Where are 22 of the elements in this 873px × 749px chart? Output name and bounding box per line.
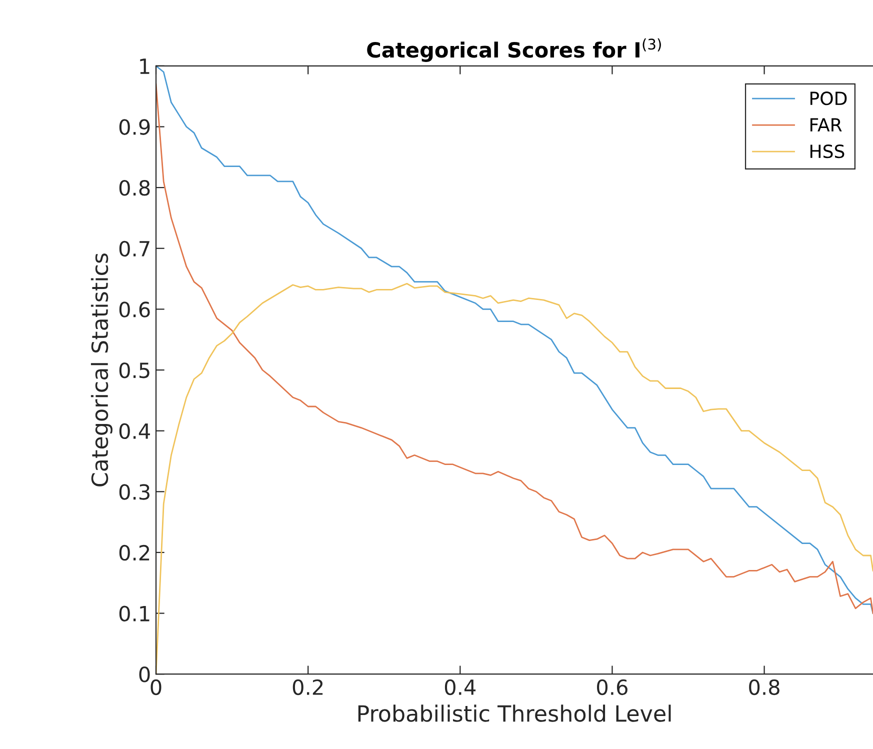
x-tick-label: 0.4 [444,679,476,696]
y-tick-label: 0.3 [119,484,150,500]
y-tick-label: 0.8 [119,180,150,196]
x-tick-label: 0 [150,679,162,696]
legend-label: FAR [810,118,842,132]
chart-title: Categorical Scores for I$^{(3)}$ [367,38,661,62]
x-axis-title: Probabilistic Threshold Level [358,704,671,722]
y-tick-label: 0 [139,666,150,682]
y-tick-label: 1 [140,58,150,74]
y-tick-label: 0.5 [119,362,150,378]
legend-label: POD [810,92,847,106]
y-tick-label: 0.1 [119,606,150,622]
x-tick-label: 0.6 [597,679,628,696]
y-axis-title: Categorical Statistics [90,253,112,486]
x-tick-label: 0.8 [749,679,780,696]
y-tick-label: 0.4 [119,423,150,440]
y-tick-label: 0.2 [119,544,150,561]
y-tick-label: 0.7 [119,240,150,257]
y-tick-label: 0.9 [119,119,150,135]
legend-label: HSS [810,144,844,158]
y-tick-label: 0.6 [119,302,150,318]
x-tick-label: 0.2 [292,679,323,696]
